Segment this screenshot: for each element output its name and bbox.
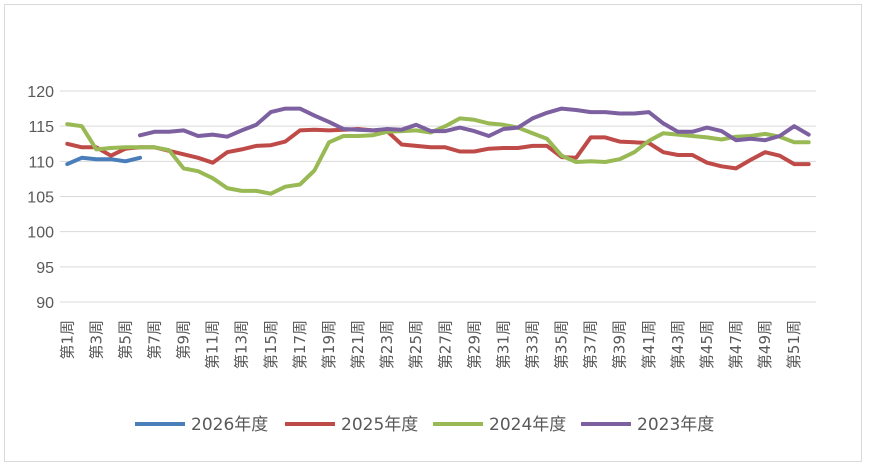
x-tick-label: 第1周 xyxy=(58,320,76,360)
y-tick-label: 100 xyxy=(27,225,54,242)
x-tick-label: 第5周 xyxy=(116,320,134,360)
x-tick-label: 第13周 xyxy=(233,320,251,369)
x-tick-label: 第45周 xyxy=(698,320,716,369)
x-tick-label: 第31周 xyxy=(494,320,512,369)
series-line-2025年度 xyxy=(65,127,811,171)
y-tick-label: 120 xyxy=(27,84,54,101)
x-tick-label: 第33周 xyxy=(524,320,542,369)
x-tick-label: 第25周 xyxy=(407,320,425,369)
x-tick-label: 第11周 xyxy=(204,320,222,369)
x-tick-label: 第39周 xyxy=(611,320,629,369)
x-tick-label: 第19周 xyxy=(320,320,338,369)
y-tick-label: 110 xyxy=(28,154,54,171)
x-tick-label: 第29周 xyxy=(465,320,483,369)
legend-label: 2025年度 xyxy=(341,415,418,435)
x-tick-label: 第9周 xyxy=(175,320,193,360)
x-tick-label: 第3周 xyxy=(87,320,105,360)
x-tick-label: 第7周 xyxy=(146,320,164,360)
series-line-2023年度 xyxy=(138,106,811,143)
x-tick-label: 第51周 xyxy=(785,320,803,369)
x-tick-label: 第49周 xyxy=(756,320,774,369)
y-tick-label: 95 xyxy=(36,260,54,277)
x-tick-label: 第23周 xyxy=(378,320,396,369)
legend-label: 2023年度 xyxy=(637,415,714,435)
chart-border xyxy=(4,4,862,462)
legend-label: 2024年度 xyxy=(489,415,566,435)
x-tick-label: 第41周 xyxy=(640,320,658,369)
x-tick-label: 第43周 xyxy=(669,320,687,369)
x-tick-label: 第17周 xyxy=(291,320,309,369)
y-tick-label: 115 xyxy=(28,119,54,136)
x-tick-label: 第15周 xyxy=(262,320,280,369)
y-tick-label: 90 xyxy=(36,295,54,312)
x-tick-label: 第37周 xyxy=(582,320,600,369)
x-tick-label: 第35周 xyxy=(553,320,571,369)
x-tick-label: 第47周 xyxy=(727,320,745,369)
x-tick-label: 第21周 xyxy=(349,320,367,369)
legend-label: 2026年度 xyxy=(191,415,268,435)
series-line-2026年度 xyxy=(65,155,142,167)
x-tick-label: 第27周 xyxy=(436,320,454,369)
y-tick-label: 105 xyxy=(27,190,54,207)
